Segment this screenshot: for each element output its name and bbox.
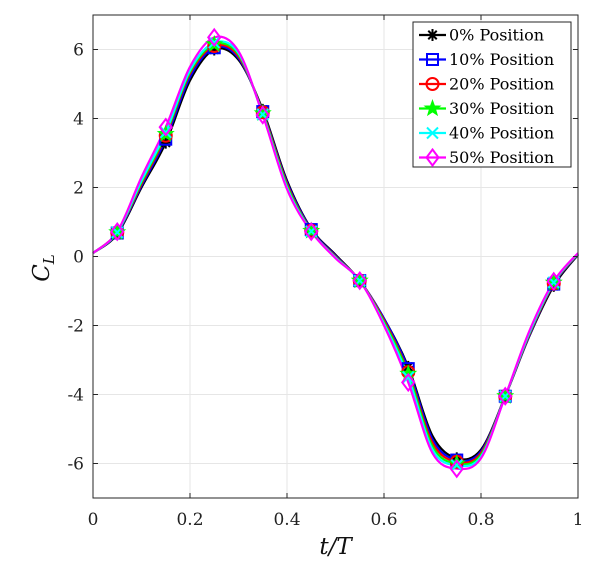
y-tick-label: 4 [73, 110, 84, 130]
y-axis-label-main: C [29, 264, 55, 282]
data-point-marker [352, 270, 367, 291]
y-axis-label-sub: L [40, 254, 58, 265]
y-tick-label: 2 [73, 179, 84, 199]
legend-label: 50% Position [449, 148, 554, 167]
tick-labels: 0 0.2 0.4 0.6 0.8 1 -6 -4 -2 0 2 4 6 [67, 41, 583, 531]
x-tick-label: 0.6 [370, 510, 397, 530]
x-tick-label: 0.8 [467, 510, 494, 530]
ticks [92, 15, 579, 498]
legend-marker [426, 53, 439, 66]
y-tick-label: 6 [73, 41, 84, 61]
x-tick-label: 1 [573, 510, 584, 530]
data-point-marker [110, 221, 125, 242]
data-point-marker [158, 117, 173, 137]
data-point-marker [304, 221, 319, 242]
legend-marker [425, 147, 440, 168]
legend-marker [423, 99, 442, 117]
legend-label: 20% Position [449, 75, 554, 94]
legend-label: 30% Position [449, 99, 554, 118]
data-point-marker [401, 372, 416, 393]
legend-label: 40% Position [449, 124, 554, 143]
data-point-marker [546, 271, 561, 292]
x-axis-label: t/T [319, 534, 353, 560]
y-tick-label: -6 [67, 455, 84, 475]
legend-label: 10% Position [449, 50, 554, 69]
series-line-5 [92, 35, 579, 471]
series-lines [92, 35, 579, 471]
legend-marker [426, 29, 439, 41]
legend-marker [426, 126, 439, 140]
data-point-marker [255, 105, 270, 125]
legend-box [412, 21, 572, 168]
data-point-marker [253, 103, 272, 121]
data-point-marker [447, 454, 466, 472]
y-tick-label: 0 [73, 248, 84, 268]
legend-marker [425, 77, 440, 91]
x-tick-label: 0.4 [273, 510, 300, 530]
data-point-marker [498, 386, 513, 406]
y-tick-label: -4 [67, 386, 84, 406]
y-tick-label: -2 [67, 317, 84, 337]
legend: 0% Position 10% Position 20% Position 30% P… [412, 21, 572, 168]
legend-label: 0% Position [449, 26, 544, 45]
data-point-marker [450, 459, 463, 472]
data-point-marker [449, 459, 464, 479]
x-tick-label: 0 [88, 510, 99, 530]
x-tick-label: 0.2 [176, 510, 203, 530]
data-point-marker [207, 27, 222, 48]
series-markers [108, 27, 563, 479]
y-axis-label: CL [29, 254, 58, 282]
